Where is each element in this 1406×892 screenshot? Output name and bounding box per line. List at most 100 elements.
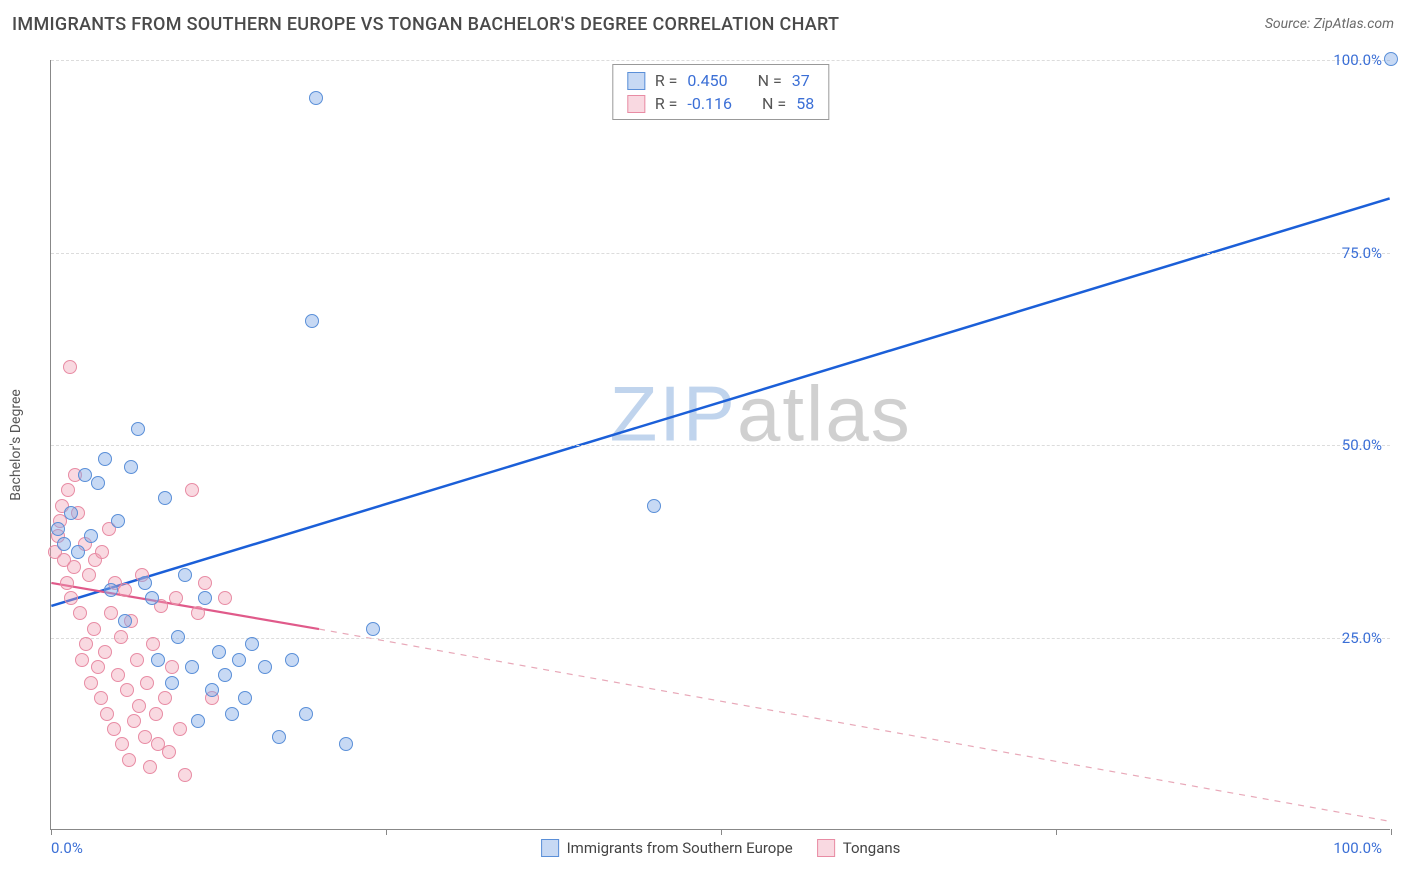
data-point-pink <box>95 545 109 559</box>
n-value-pink: 58 <box>796 94 814 113</box>
data-point-blue <box>225 707 239 721</box>
data-point-pink <box>146 637 160 651</box>
data-point-pink <box>162 745 176 759</box>
data-point-pink <box>100 707 114 721</box>
data-point-blue <box>1384 52 1398 66</box>
legend-swatch-pink <box>627 95 645 113</box>
trend-line <box>51 198 1389 606</box>
source-name: ZipAtlas.com <box>1314 16 1394 32</box>
gridline <box>51 253 1390 254</box>
data-point-blue <box>285 653 299 667</box>
data-point-pink <box>104 606 118 620</box>
legend-item-pink: Tongans <box>817 839 901 857</box>
data-point-blue <box>191 714 205 728</box>
data-point-pink <box>191 606 205 620</box>
x-tick-mark <box>1056 829 1057 835</box>
x-tick-mark <box>386 829 387 835</box>
legend-row-blue: R = 0.450 N = 37 <box>627 69 814 92</box>
data-point-blue <box>151 653 165 667</box>
data-point-blue <box>165 676 179 690</box>
x-tick-mark <box>721 829 722 835</box>
data-point-blue <box>124 460 138 474</box>
x-axis-max-label: 100.0% <box>1333 839 1382 857</box>
legend-label-blue: Immigrants from Southern Europe <box>567 839 793 857</box>
data-point-blue <box>238 691 252 705</box>
trend-line <box>319 629 1390 821</box>
data-point-blue <box>647 499 661 513</box>
data-point-pink <box>130 653 144 667</box>
legend-item-blue: Immigrants from Southern Europe <box>541 839 793 857</box>
data-point-blue <box>84 529 98 543</box>
chart-header: IMMIGRANTS FROM SOUTHERN EUROPE VS TONGA… <box>0 0 1406 48</box>
data-point-blue <box>258 660 272 674</box>
data-point-blue <box>98 452 112 466</box>
legend-swatch-blue <box>627 72 645 90</box>
data-point-pink <box>79 637 93 651</box>
data-point-blue <box>198 591 212 605</box>
data-point-blue <box>138 576 152 590</box>
data-point-pink <box>173 722 187 736</box>
data-point-blue <box>339 737 353 751</box>
data-point-blue <box>299 707 313 721</box>
data-point-pink <box>73 606 87 620</box>
data-point-blue <box>366 622 380 636</box>
data-point-blue <box>57 537 71 551</box>
data-point-pink <box>94 691 108 705</box>
data-point-pink <box>67 560 81 574</box>
r-label: R = <box>655 71 678 90</box>
legend-row-pink: R = -0.116 N = 58 <box>627 92 814 115</box>
data-point-blue <box>118 614 132 628</box>
data-point-blue <box>212 645 226 659</box>
data-point-blue <box>178 568 192 582</box>
legend-swatch-blue <box>541 839 559 857</box>
n-value-blue: 37 <box>792 71 810 90</box>
data-point-pink <box>169 591 183 605</box>
r-label: R = <box>655 94 678 113</box>
data-point-pink <box>132 699 146 713</box>
data-point-pink <box>185 483 199 497</box>
gridline <box>51 60 1390 61</box>
data-point-blue <box>131 422 145 436</box>
data-point-blue <box>51 522 65 536</box>
scatter-plot-area: ZIPatlas Bachelor's Degree R = 0.450 N =… <box>50 60 1390 830</box>
data-point-blue <box>272 730 286 744</box>
data-point-blue <box>104 583 118 597</box>
data-point-pink <box>143 760 157 774</box>
data-point-pink <box>115 737 129 751</box>
data-point-pink <box>87 622 101 636</box>
data-point-blue <box>111 514 125 528</box>
source-prefix: Source: <box>1265 16 1314 32</box>
data-point-pink <box>118 583 132 597</box>
data-point-pink <box>127 714 141 728</box>
chart-title: IMMIGRANTS FROM SOUTHERN EUROPE VS TONGA… <box>12 14 839 35</box>
data-point-pink <box>82 568 96 582</box>
y-tick-label: 100.0% <box>1333 51 1382 69</box>
data-point-pink <box>98 645 112 659</box>
data-point-pink <box>198 576 212 590</box>
data-point-pink <box>149 707 163 721</box>
data-point-pink <box>122 753 136 767</box>
data-point-blue <box>218 668 232 682</box>
data-point-pink <box>165 660 179 674</box>
y-tick-label: 50.0% <box>1342 436 1382 454</box>
data-point-blue <box>78 468 92 482</box>
data-point-pink <box>218 591 232 605</box>
x-tick-mark <box>1391 829 1392 835</box>
x-tick-mark <box>51 829 52 835</box>
data-point-pink <box>178 768 192 782</box>
y-tick-label: 75.0% <box>1342 244 1382 262</box>
legend-swatch-pink <box>817 839 835 857</box>
data-point-pink <box>111 668 125 682</box>
data-point-blue <box>158 491 172 505</box>
data-point-blue <box>71 545 85 559</box>
data-point-pink <box>63 360 77 374</box>
data-point-pink <box>60 576 74 590</box>
legend-label-pink: Tongans <box>843 839 901 857</box>
y-axis-title: Bachelor's Degree <box>8 389 24 501</box>
data-point-pink <box>84 676 98 690</box>
data-point-pink <box>75 653 89 667</box>
r-value-pink: -0.116 <box>687 94 732 113</box>
data-point-pink <box>120 683 134 697</box>
data-point-pink <box>158 691 172 705</box>
data-point-pink <box>61 483 75 497</box>
